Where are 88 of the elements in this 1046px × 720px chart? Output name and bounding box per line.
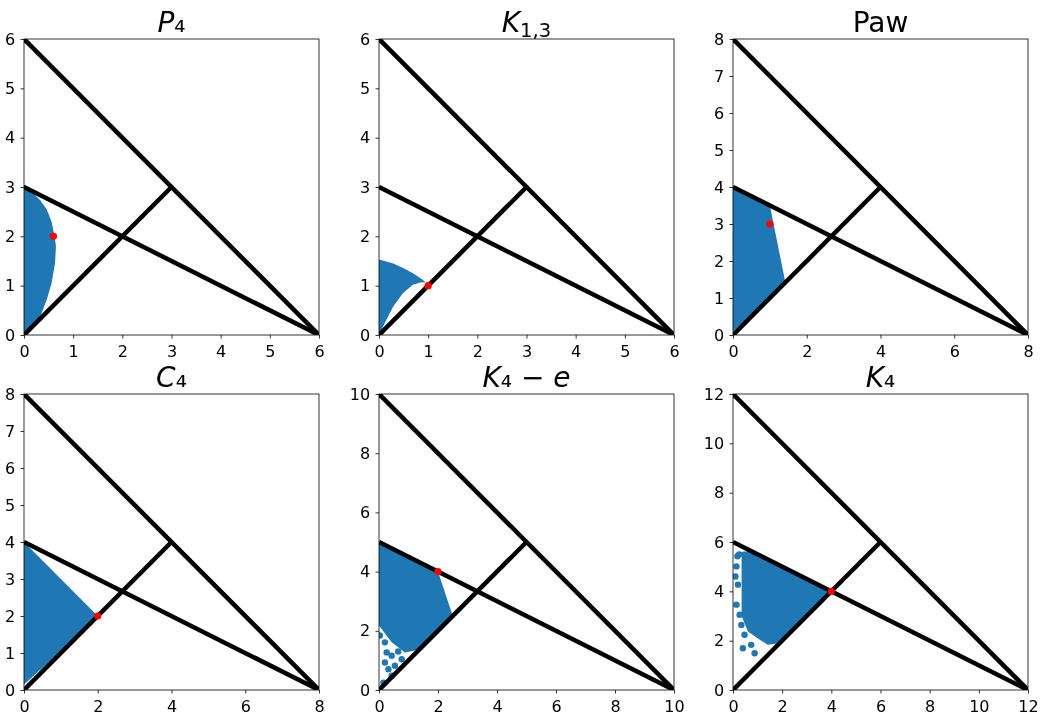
y-tick-label: 5 [4, 495, 16, 515]
x-tick-label: 6 [949, 341, 960, 361]
y-tick-label: 1 [713, 288, 725, 308]
x-tick-label: 4 [571, 341, 582, 361]
chart-title: K₄ [865, 361, 896, 394]
x-tick-label: 6 [669, 341, 680, 361]
x-tick-label: 5 [265, 341, 276, 361]
y-tick-label: 5 [359, 78, 371, 98]
y-tick-label: 10 [703, 433, 725, 453]
y-tick-label: 0 [713, 680, 725, 700]
x-tick-label: 2 [93, 696, 104, 716]
y-tick-label: 10 [349, 384, 371, 404]
x-tick-label: 0 [19, 696, 30, 716]
x-tick-label: 3 [166, 341, 178, 361]
x-tick-label: 6 [875, 696, 887, 716]
x-tick-label: 6 [551, 696, 562, 716]
y-tick-label: 0 [4, 680, 16, 700]
y-tick-label: 2 [713, 631, 725, 651]
y-tick-label: 4 [359, 562, 371, 582]
y-tick-label: 4 [359, 128, 371, 148]
y-tick-label: 8 [359, 443, 371, 463]
x-tick-label: 0 [19, 341, 30, 361]
x-tick-label: 4 [875, 341, 887, 361]
y-tick-label: 6 [713, 532, 725, 552]
y-tick-label: 7 [4, 421, 16, 441]
x-tick-label: 8 [610, 696, 621, 716]
x-tick-label: 5 [620, 341, 631, 361]
y-tick-label: 0 [4, 325, 16, 345]
chart-title: K₄ − e [482, 361, 571, 394]
y-tick-label: 3 [359, 177, 371, 197]
x-tick-label: 1 [423, 341, 434, 361]
y-tick-label: 0 [713, 325, 725, 345]
x-tick-label: 3 [521, 341, 533, 361]
x-tick-label: 2 [472, 341, 483, 361]
y-tick-label: 4 [713, 177, 725, 197]
y-tick-label: 2 [4, 226, 16, 246]
y-tick-label: 4 [4, 532, 16, 552]
y-tick-label: 0 [359, 325, 371, 345]
y-tick-label: 5 [4, 78, 16, 98]
x-tick-label: 8 [314, 696, 325, 716]
x-tick-label: 4 [166, 696, 178, 716]
y-tick-label: 4 [4, 128, 16, 148]
y-tick-label: 2 [713, 251, 725, 271]
y-tick-label: 6 [4, 29, 16, 49]
x-tick-label: 0 [728, 341, 739, 361]
y-tick-label: 8 [4, 384, 16, 404]
y-tick-label: 12 [703, 384, 725, 404]
y-tick-label: 6 [4, 458, 16, 478]
x-tick-label: 0 [728, 696, 739, 716]
x-tick-label: 2 [117, 341, 128, 361]
y-tick-label: 1 [359, 276, 371, 296]
chart-title: K$_{1,3}$ [501, 6, 552, 42]
y-tick-label: 3 [4, 177, 16, 197]
x-tick-label: 10 [664, 696, 685, 716]
x-tick-label: 8 [925, 696, 936, 716]
y-tick-label: 6 [713, 103, 725, 123]
y-tick-label: 7 [713, 66, 725, 86]
y-tick-label: 3 [4, 569, 16, 589]
x-tick-label: 4 [492, 696, 503, 716]
x-tick-label: 0 [374, 341, 385, 361]
x-tick-label: 2 [802, 341, 813, 361]
y-tick-label: 8 [713, 483, 725, 503]
y-tick-label: 3 [713, 214, 725, 234]
y-tick-label: 2 [359, 621, 371, 641]
x-tick-label: 12 [1018, 696, 1039, 716]
chart-title: C₄ [156, 361, 187, 394]
y-tick-label: 5 [713, 140, 725, 160]
x-tick-label: 6 [314, 341, 325, 361]
x-tick-label: 2 [777, 696, 788, 716]
y-tick-label: 4 [713, 581, 725, 601]
y-tick-label: 2 [4, 606, 16, 626]
x-tick-label: 4 [216, 341, 227, 361]
x-tick-label: 2 [433, 696, 444, 716]
chart-title: P₄ [157, 6, 186, 39]
y-tick-label: 6 [359, 503, 371, 523]
y-tick-label: 1 [4, 276, 16, 296]
x-tick-label: 1 [68, 341, 79, 361]
x-tick-label: 8 [1023, 341, 1034, 361]
x-tick-label: 4 [826, 696, 837, 716]
y-tick-label: 6 [359, 29, 371, 49]
x-tick-label: 0 [374, 696, 385, 716]
chart-title: Paw [852, 6, 909, 39]
x-tick-label: 6 [240, 696, 251, 716]
y-tick-label: 1 [4, 643, 16, 663]
x-tick-label: 10 [969, 696, 990, 716]
y-tick-label: 0 [359, 680, 371, 700]
y-tick-label: 8 [713, 29, 725, 49]
y-tick-label: 2 [359, 226, 371, 246]
